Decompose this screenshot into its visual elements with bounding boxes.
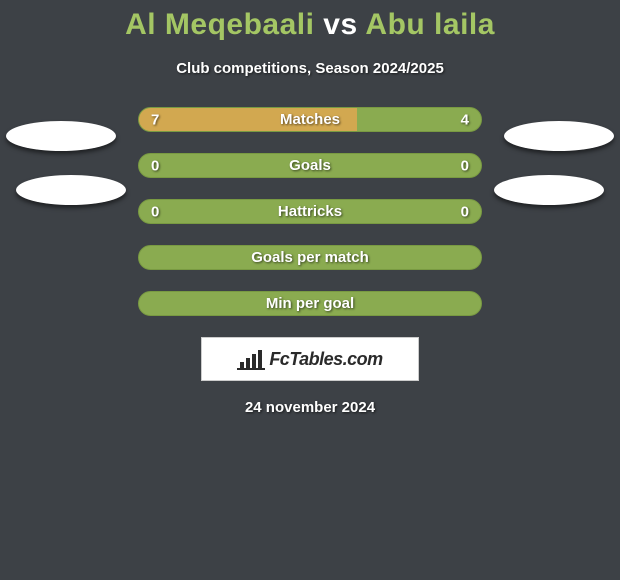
footer-date: 24 november 2024: [0, 399, 620, 416]
title-vs: vs: [323, 8, 357, 41]
stat-row: Matches74: [138, 107, 482, 132]
stat-row: Hattricks0 0: [138, 199, 482, 224]
stat-row: Goals0 0: [138, 153, 482, 178]
stat-row: Goals per match: [138, 245, 482, 270]
stat-fill-left: [139, 108, 357, 131]
brand-logo[interactable]: FcTables.com: [201, 337, 419, 381]
player2-badge-bottom: [494, 175, 604, 205]
bar-chart-icon: [237, 348, 265, 370]
stat-value-left: 0: [151, 203, 159, 220]
stat-label: Goals per match: [139, 249, 481, 266]
stat-label: Goals: [139, 157, 481, 174]
stat-value-right: 0: [461, 203, 469, 220]
page-title: Al Meqebaali vs Abu laila: [0, 0, 620, 42]
stats-section: Matches74Goals00Hattricks00Goals per mat…: [0, 107, 620, 316]
stat-value-right: 0: [461, 157, 469, 174]
stat-label: Hattricks: [139, 203, 481, 220]
subtitle: Club competitions, Season 2024/2025: [0, 60, 620, 77]
stat-value-right: 4: [461, 111, 469, 128]
brand-text: FcTables.com: [269, 349, 382, 370]
stat-label: Min per goal: [139, 295, 481, 312]
player1-badge-bottom: [16, 175, 126, 205]
player2-badge-top: [504, 121, 614, 151]
stat-value-left: 7: [151, 111, 159, 128]
stat-bars: Matches74Goals00Hattricks00Goals per mat…: [138, 107, 482, 316]
stat-value-left: 0: [151, 157, 159, 174]
stat-row: Min per goal: [138, 291, 482, 316]
title-player2: Abu laila: [365, 8, 495, 41]
title-player1: Al Meqebaali: [125, 8, 314, 41]
player1-badge-top: [6, 121, 116, 151]
